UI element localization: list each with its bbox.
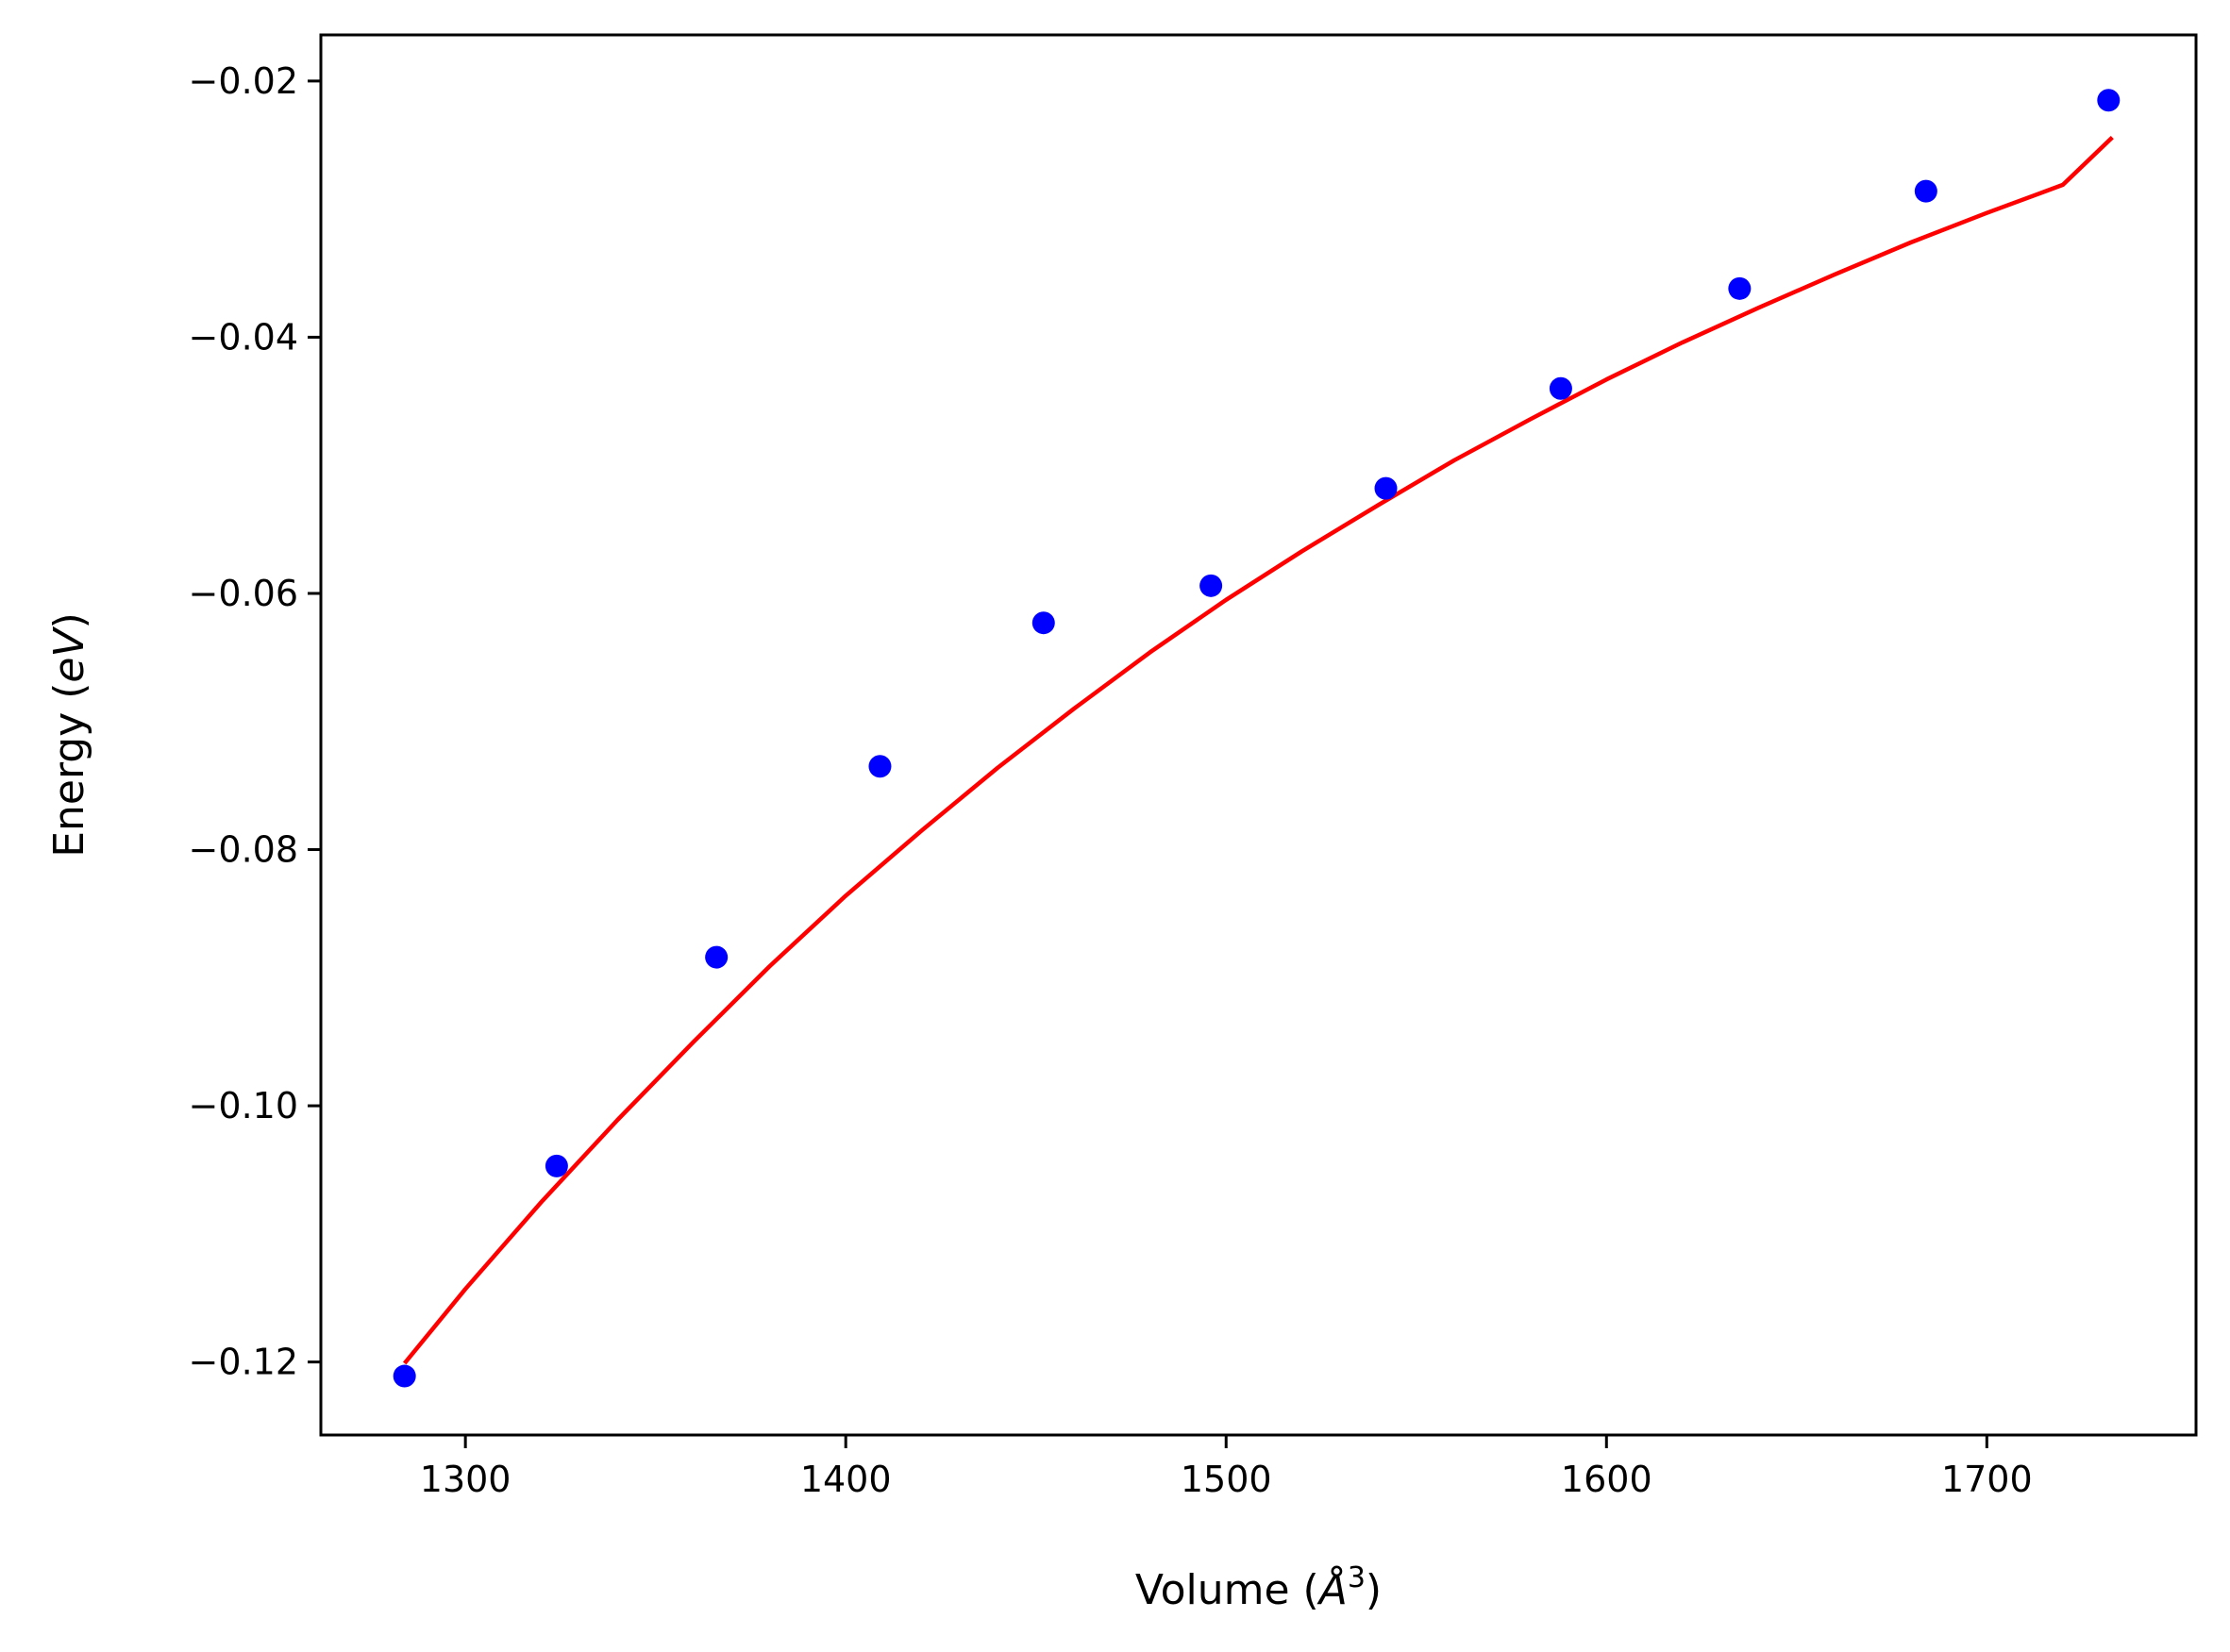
y-axis-label-unit: eV <box>45 626 93 683</box>
x-axis-label-suffix: ) <box>1366 1566 1382 1614</box>
data-point <box>1728 276 1752 300</box>
y-tick-label: −0.02 <box>189 60 298 102</box>
y-tick-label: −0.12 <box>189 1342 298 1383</box>
x-axis-label-exponent: 3 <box>1348 1561 1366 1594</box>
data-point <box>868 755 892 778</box>
x-tick-label: 1400 <box>800 1459 892 1500</box>
fit-curve-line <box>402 135 2114 1365</box>
y-tick-label: −0.04 <box>189 316 298 358</box>
data-point <box>545 1154 568 1177</box>
data-point <box>1374 476 1398 500</box>
y-axis-label-suffix: ) <box>45 612 93 628</box>
data-point <box>1199 574 1223 597</box>
data-point <box>1914 179 1937 203</box>
plot-area-frame <box>319 33 2198 1437</box>
data-point <box>705 945 729 969</box>
x-axis-label-unit: Å <box>1316 1564 1348 1614</box>
data-point <box>1031 611 1055 635</box>
y-tick-label: −0.08 <box>189 829 298 871</box>
y-tick-label: −0.06 <box>189 573 298 614</box>
data-point <box>393 1364 416 1388</box>
x-tick-label: 1600 <box>1561 1459 1652 1500</box>
data-point <box>2097 89 2121 112</box>
y-axis-label: Energy (eV) <box>45 612 93 858</box>
y-axis-label-prefix: Energy ( <box>45 683 93 858</box>
x-axis-label: Volume (Å3) <box>1135 1561 1382 1614</box>
x-tick-label: 1500 <box>1181 1459 1272 1500</box>
y-axis-ticks: −0.12 −0.10 −0.08 −0.06 −0.04 −0.02 <box>189 60 321 1383</box>
x-tick-label: 1700 <box>1941 1459 2033 1500</box>
data-point <box>1549 376 1572 400</box>
x-tick-label: 1300 <box>420 1459 511 1500</box>
x-axis-label-prefix: Volume ( <box>1135 1566 1319 1614</box>
x-axis-ticks: 1300 1400 1500 1600 1700 <box>420 1435 2033 1500</box>
y-tick-label: −0.10 <box>189 1085 298 1126</box>
series-layer <box>393 89 2121 1388</box>
